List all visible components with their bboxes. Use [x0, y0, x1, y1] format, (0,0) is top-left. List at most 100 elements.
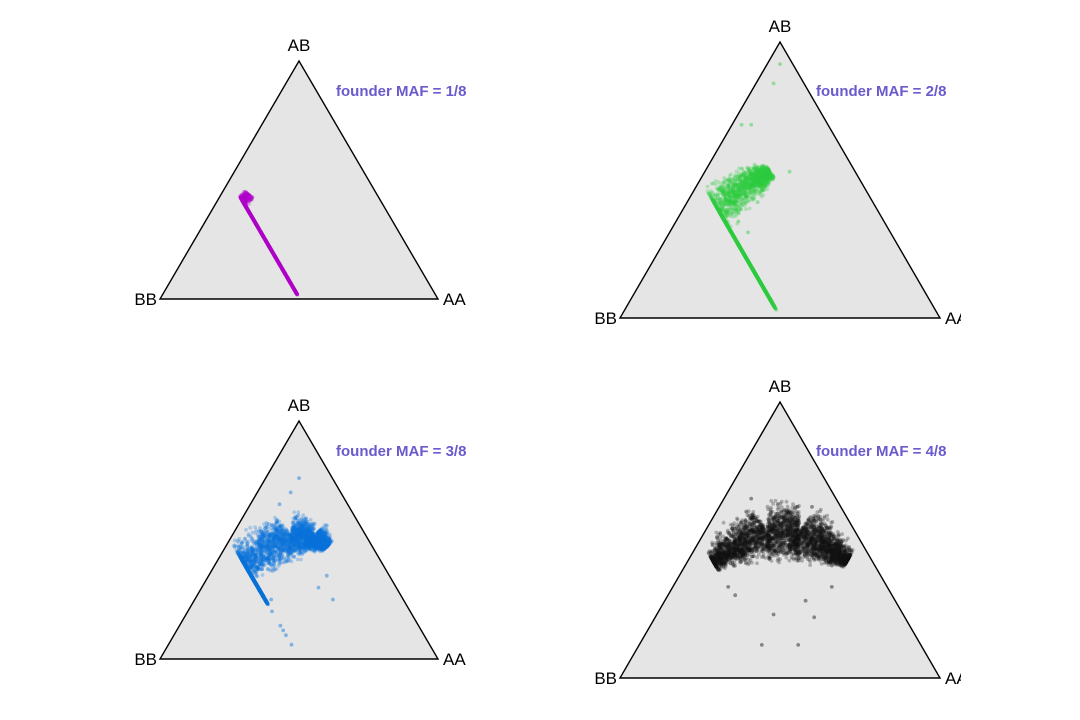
data-point — [243, 193, 247, 198]
data-point — [239, 196, 244, 201]
data-point — [265, 241, 269, 245]
data-point — [252, 218, 256, 223]
data-point — [268, 247, 273, 251]
data-point — [241, 200, 246, 204]
data-point — [261, 234, 266, 239]
data-point — [267, 245, 272, 250]
data-point — [245, 198, 250, 203]
data-point — [244, 193, 249, 197]
data-point — [266, 243, 271, 247]
data-point — [263, 237, 267, 242]
data-point — [266, 243, 271, 248]
data-point — [288, 280, 292, 285]
data-point — [243, 191, 248, 196]
data-point — [243, 203, 248, 208]
data-point — [735, 176, 740, 181]
data-point — [262, 235, 266, 240]
data-point — [275, 258, 280, 263]
data-point — [281, 268, 285, 272]
data-point — [242, 198, 247, 203]
data-point — [274, 257, 279, 261]
data-point — [243, 203, 247, 207]
data-point — [241, 198, 246, 203]
data-point — [293, 290, 298, 294]
data-point — [282, 271, 287, 276]
data-point — [248, 212, 253, 217]
data-point — [709, 194, 714, 199]
data-point — [272, 253, 277, 258]
data-point — [264, 240, 269, 245]
data-point — [287, 279, 292, 284]
data-point — [271, 251, 276, 256]
data-point — [239, 193, 244, 197]
data-point — [252, 219, 257, 224]
data-point — [243, 203, 247, 207]
data-point — [263, 237, 267, 242]
data-point — [276, 260, 281, 265]
data-point — [250, 215, 255, 220]
outlier-point — [787, 169, 792, 174]
data-point — [286, 277, 290, 281]
data-point — [268, 247, 273, 252]
data-point — [744, 207, 748, 212]
data-point — [268, 246, 273, 251]
data-point — [246, 209, 251, 213]
data-point — [261, 234, 265, 239]
data-point — [254, 223, 259, 228]
data-point — [727, 179, 732, 184]
data-point — [291, 286, 296, 291]
data-point — [271, 251, 275, 256]
data-point — [242, 201, 247, 206]
outlier-point — [750, 266, 755, 271]
corner-label-bb: BB — [134, 290, 157, 309]
data-point — [242, 201, 247, 206]
data-point — [245, 194, 250, 199]
data-point — [286, 277, 291, 282]
data-point — [286, 278, 291, 282]
data-point — [281, 268, 285, 272]
data-point — [272, 254, 277, 258]
data-point — [250, 215, 254, 219]
data-point — [279, 266, 284, 271]
data-point — [257, 227, 262, 232]
data-point — [246, 194, 251, 199]
data-point — [246, 208, 251, 213]
data-point — [288, 280, 293, 285]
data-point — [248, 213, 253, 218]
data-point — [722, 189, 727, 194]
data-point — [272, 253, 277, 258]
data-point — [766, 294, 771, 299]
data-point — [254, 222, 259, 227]
data-point — [287, 278, 291, 283]
data-point — [292, 287, 296, 291]
data-point — [242, 201, 246, 206]
data-point — [269, 248, 273, 252]
data-point — [242, 201, 247, 206]
data-point — [246, 198, 251, 203]
data-point — [256, 226, 261, 231]
data-point — [269, 249, 274, 254]
data-point — [248, 211, 252, 216]
data-point — [272, 253, 277, 258]
data-point — [273, 255, 278, 260]
data-point — [243, 204, 248, 208]
data-point — [267, 244, 271, 249]
data-point — [275, 258, 279, 262]
data-point — [264, 239, 268, 243]
data-point — [285, 275, 290, 280]
data-point — [247, 211, 252, 216]
data-point — [243, 203, 248, 208]
data-point — [246, 209, 251, 213]
data-point — [243, 198, 248, 203]
data-point — [279, 265, 284, 270]
data-point — [752, 269, 756, 274]
data-point — [286, 277, 291, 282]
data-point — [284, 274, 289, 278]
data-point — [290, 283, 294, 288]
data-point — [263, 238, 268, 243]
data-point — [269, 248, 274, 252]
data-point — [271, 251, 276, 256]
data-point — [243, 203, 248, 208]
data-point — [248, 213, 253, 217]
outlier-point — [736, 219, 741, 224]
